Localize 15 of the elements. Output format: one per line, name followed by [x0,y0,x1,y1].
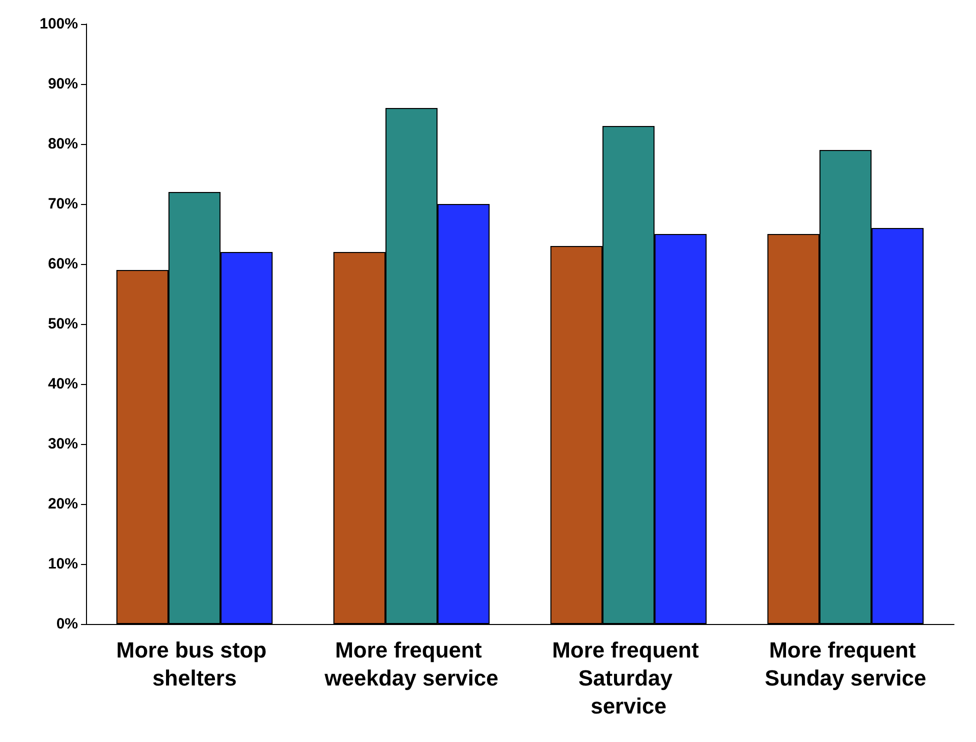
x-tick-label: More bus stop shelters [116,638,273,690]
x-tick-label: More frequent Sunday service [764,638,926,690]
y-tick-label: 50% [48,316,78,332]
y-tick-label: 70% [48,196,78,212]
x-tick-label: More frequent weekday service [324,638,498,690]
y-tick-label: 0% [56,616,78,632]
y-tick-label: 40% [48,376,78,392]
y-tick-label: 90% [48,76,78,92]
x-tick-label: More frequent Saturday service [552,638,705,718]
y-tick-label: 30% [48,436,78,452]
y-tick-label: 10% [48,556,78,572]
y-tick-label: 100% [40,16,78,32]
y-tick-label: 20% [48,496,78,512]
y-tick-label: 60% [48,256,78,272]
y-tick-label: 80% [48,136,78,152]
